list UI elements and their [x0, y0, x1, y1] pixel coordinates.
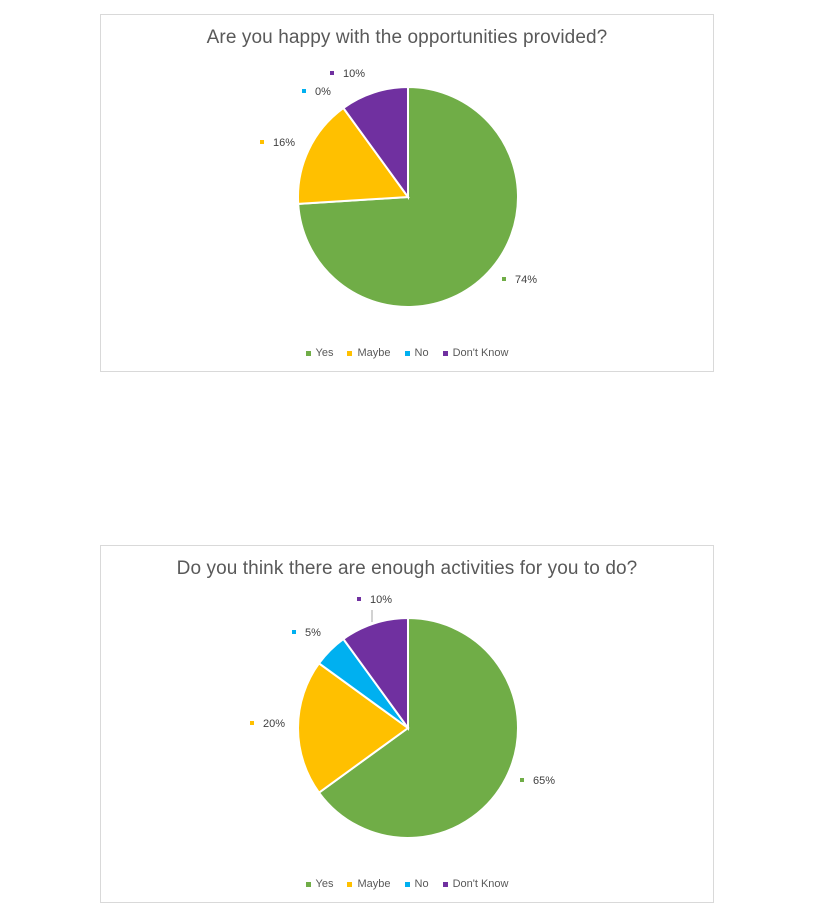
pie-plot-area: 74% 16% 0% 10% — [260, 68, 537, 308]
data-label-maybe: 20% — [263, 718, 285, 730]
data-label-no: 5% — [305, 627, 321, 639]
data-label-dont-know: 10% — [343, 68, 365, 80]
legend-label-dont-know: Don't Know — [452, 878, 509, 890]
data-label-marker-dont-know — [357, 597, 361, 601]
data-label-marker-maybe — [250, 721, 254, 725]
data-label-maybe: 16% — [273, 137, 295, 149]
legend-label-maybe: Maybe — [357, 878, 391, 890]
data-label-marker-yes — [520, 778, 524, 782]
pie-slice-maybe — [297, 106, 410, 205]
data-label-no: 0% — [315, 86, 331, 98]
legend-label-no: No — [414, 878, 429, 890]
legend-item-dont-know: Don't Know — [442, 878, 509, 890]
legend-swatch-maybe — [347, 881, 353, 887]
legend-item-yes: Yes — [305, 878, 334, 890]
pie-slice-dont-know — [341, 616, 409, 732]
chart-title: Do you think there are enough activities… — [176, 558, 638, 579]
data-label-marker-maybe — [260, 140, 264, 144]
data-label-marker-dont-know — [330, 71, 334, 75]
legend-swatch-dont-know — [442, 350, 448, 356]
legend-item-dont-know: Don't Know — [442, 347, 509, 359]
legend-label-yes: Yes — [315, 347, 334, 359]
chart-legend: Yes Maybe No Don't Know — [101, 347, 713, 359]
legend-swatch-dont-know — [442, 881, 448, 887]
legend-label-dont-know: Don't Know — [452, 347, 509, 359]
legend-label-yes: Yes — [315, 878, 334, 890]
chart-title: Are you happy with the opportunities pro… — [206, 27, 608, 48]
pie-chart-opportunities: Are you happy with the opportunities pro… — [100, 14, 714, 372]
legend-swatch-yes — [305, 881, 311, 887]
pie-plot-area: 65% 20% 5% 10% — [250, 594, 555, 839]
legend-swatch-maybe — [347, 350, 353, 356]
legend-item-no: No — [404, 347, 429, 359]
legend-item-maybe: Maybe — [347, 878, 391, 890]
data-label-yes: 65% — [533, 775, 555, 787]
data-label-marker-no — [302, 89, 306, 93]
legend-label-no: No — [414, 347, 429, 359]
chart-legend: Yes Maybe No Don't Know — [101, 878, 713, 890]
data-label-marker-no — [292, 630, 296, 634]
legend-swatch-no — [404, 881, 410, 887]
legend-item-maybe: Maybe — [347, 347, 391, 359]
legend-swatch-no — [404, 350, 410, 356]
pie-slice-yes — [317, 616, 519, 839]
pie-slice-dont-know — [341, 85, 409, 201]
pie-chart-activities: Do you think there are enough activities… — [100, 545, 714, 903]
legend-item-no: No — [404, 878, 429, 890]
data-label-marker-yes — [502, 277, 506, 281]
legend-swatch-yes — [305, 350, 311, 356]
data-label-yes: 74% — [515, 274, 537, 286]
legend-label-maybe: Maybe — [357, 347, 391, 359]
legend-item-yes: Yes — [305, 347, 334, 359]
data-label-dont-know: 10% — [370, 594, 392, 606]
pie-slice-maybe — [297, 661, 410, 795]
